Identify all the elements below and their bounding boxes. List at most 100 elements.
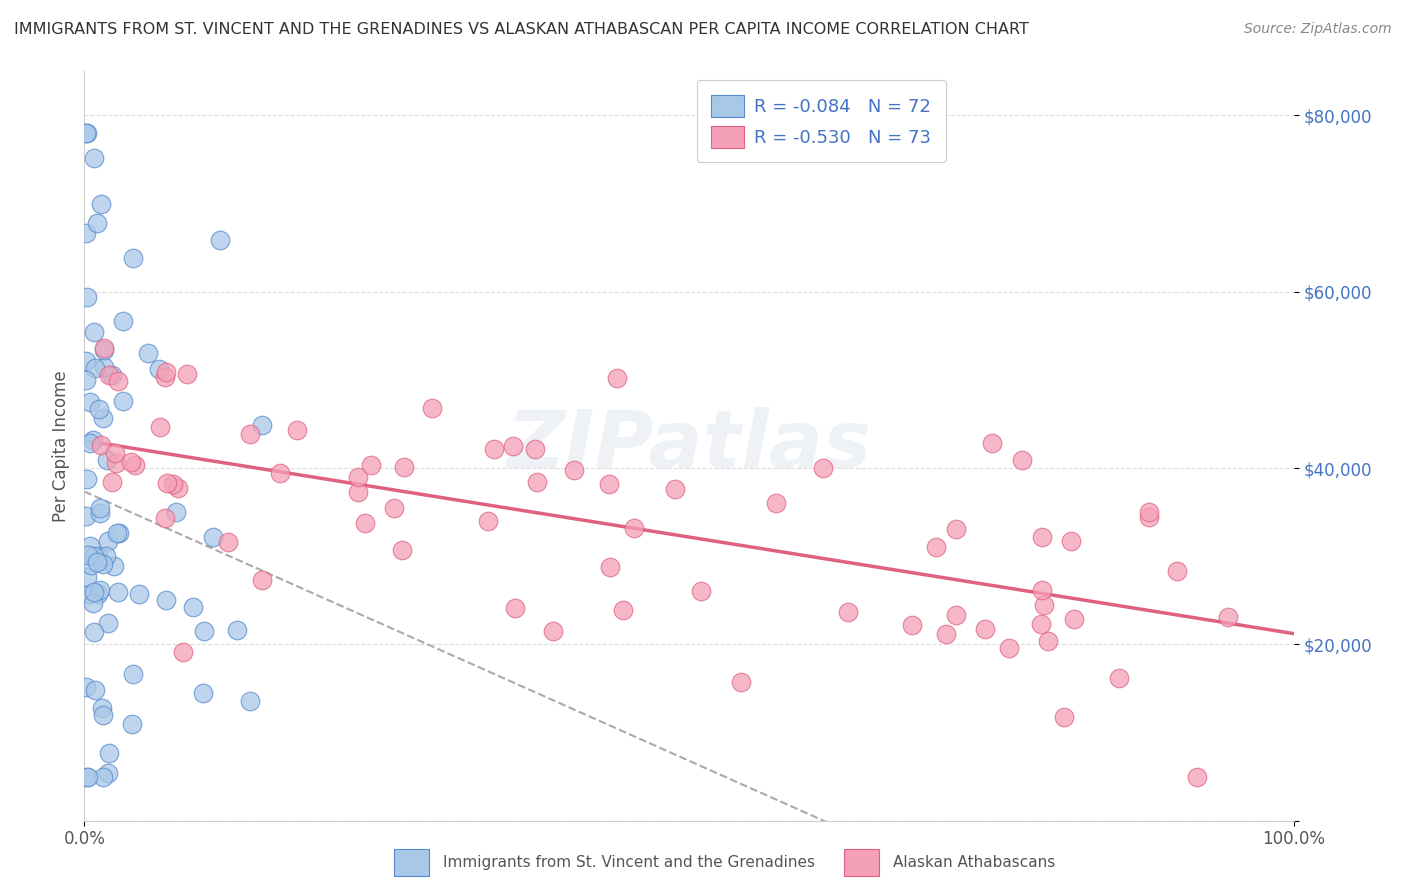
Point [176,368,198,382]
Point [837,606,859,620]
Point [477,514,499,528]
Point [120,455,142,469]
Point [420,401,443,415]
Point [93,343,115,357]
Point [612,603,634,617]
Point [76,126,98,140]
Point [225,624,247,638]
Point [86,549,108,563]
Point [86,555,108,569]
Point [90,438,112,452]
Point [155,593,177,607]
Point [82,433,104,447]
Point [384,500,406,515]
Point [103,558,125,573]
Point [354,516,377,530]
Point [524,442,547,456]
Point [124,458,146,472]
Point [105,456,128,470]
Legend: R = -0.084   N = 72, R = -0.530   N = 73: R = -0.084 N = 72, R = -0.530 N = 73 [697,80,946,162]
Point [94,549,117,563]
Point [935,627,957,641]
Point [90,197,112,211]
Point [623,521,645,535]
Point [974,622,997,636]
Point [347,469,370,483]
Point [1033,598,1056,612]
Point [599,560,621,574]
Point [91,410,114,425]
Point [76,570,98,584]
Point [108,525,131,540]
Point [79,395,101,409]
Point [598,476,620,491]
Point [96,453,118,467]
Point [980,436,1002,450]
Point [83,549,105,563]
Point [77,770,100,784]
Point [83,625,105,640]
Point [75,353,97,368]
Point [901,618,924,632]
Point [153,511,176,525]
Point [76,290,98,304]
Point [250,417,273,432]
Point [392,460,415,475]
Point [128,587,150,601]
Point [87,587,110,601]
Point [250,573,273,587]
Text: IMMIGRANTS FROM ST. VINCENT AND THE GRENADINES VS ALASKAN ATHABASCAN PER CAPITA : IMMIGRANTS FROM ST. VINCENT AND THE GREN… [14,22,1029,37]
Point [75,508,97,523]
Point [79,435,101,450]
Point [1185,770,1208,784]
Point [82,596,104,610]
Point [1031,617,1053,632]
Text: Immigrants from St. Vincent and the Grenadines: Immigrants from St. Vincent and the Gren… [443,855,815,870]
Point [111,314,134,328]
Point [121,251,143,265]
Point [97,615,120,630]
Point [104,446,127,460]
Point [285,423,308,437]
Point [1216,610,1239,624]
Point [76,770,98,784]
Point [201,530,224,544]
Point [193,624,215,638]
Point [167,482,190,496]
Point [541,624,564,639]
Point [1108,671,1130,685]
Point [162,477,184,491]
Point [83,151,105,165]
Point [155,365,177,379]
Point [482,442,505,456]
Point [111,393,134,408]
Point [1166,565,1188,579]
Point [86,216,108,230]
Point [925,541,948,555]
Point [181,599,204,614]
Point [191,686,214,700]
Point [997,640,1019,655]
Point [217,534,239,549]
Point [93,708,115,723]
Point [945,607,967,622]
Point [97,766,120,780]
Point [1031,531,1053,545]
Point [89,500,111,515]
Point [77,586,100,600]
Point [91,701,114,715]
Point [91,557,114,571]
Point [89,401,111,416]
Text: ZIPatlas: ZIPatlas [506,407,872,485]
Point [89,583,111,598]
Point [149,420,172,434]
Point [664,482,686,496]
Point [360,458,382,473]
Y-axis label: Per Capita Income: Per Capita Income [52,370,70,522]
Point [121,716,143,731]
Point [84,361,107,376]
Point [83,584,105,599]
Point [107,585,129,599]
Point [153,369,176,384]
Point [76,549,98,563]
